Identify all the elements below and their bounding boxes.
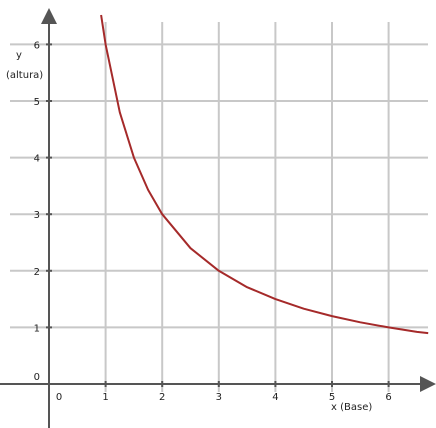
y-axis-arrow	[41, 8, 57, 24]
x-tick-label: 6	[385, 392, 391, 403]
x-axis-label: x (Base)	[331, 402, 372, 413]
x-tick-label: 5	[329, 392, 335, 403]
y-tick-label: 4	[34, 154, 40, 165]
y-axis-label: y	[16, 50, 22, 61]
axis-ticks	[46, 43, 390, 387]
x-tick-label: 2	[159, 392, 165, 403]
y-tick-label: 2	[34, 267, 40, 278]
grid	[10, 22, 428, 392]
series-line	[100, 14, 429, 335]
y-tick-label: 0	[34, 372, 40, 383]
x-tick-label: 0	[56, 392, 62, 403]
y-tick-label: 1	[34, 323, 40, 334]
x-axis-arrow	[420, 376, 436, 392]
y-axis-label-unit: (altura)	[6, 70, 43, 81]
y-tick-label: 6	[34, 40, 40, 51]
x-tick-label: 3	[216, 392, 222, 403]
y-tick-label: 5	[34, 97, 40, 108]
tick-labels: 0 1 2 3 4 5 6 0 1 2 3 4 5 6	[34, 40, 392, 403]
x-tick-label: 1	[102, 392, 108, 403]
x-tick-label: 4	[272, 392, 278, 403]
y-tick-label: 3	[34, 210, 40, 221]
axes	[0, 8, 436, 428]
